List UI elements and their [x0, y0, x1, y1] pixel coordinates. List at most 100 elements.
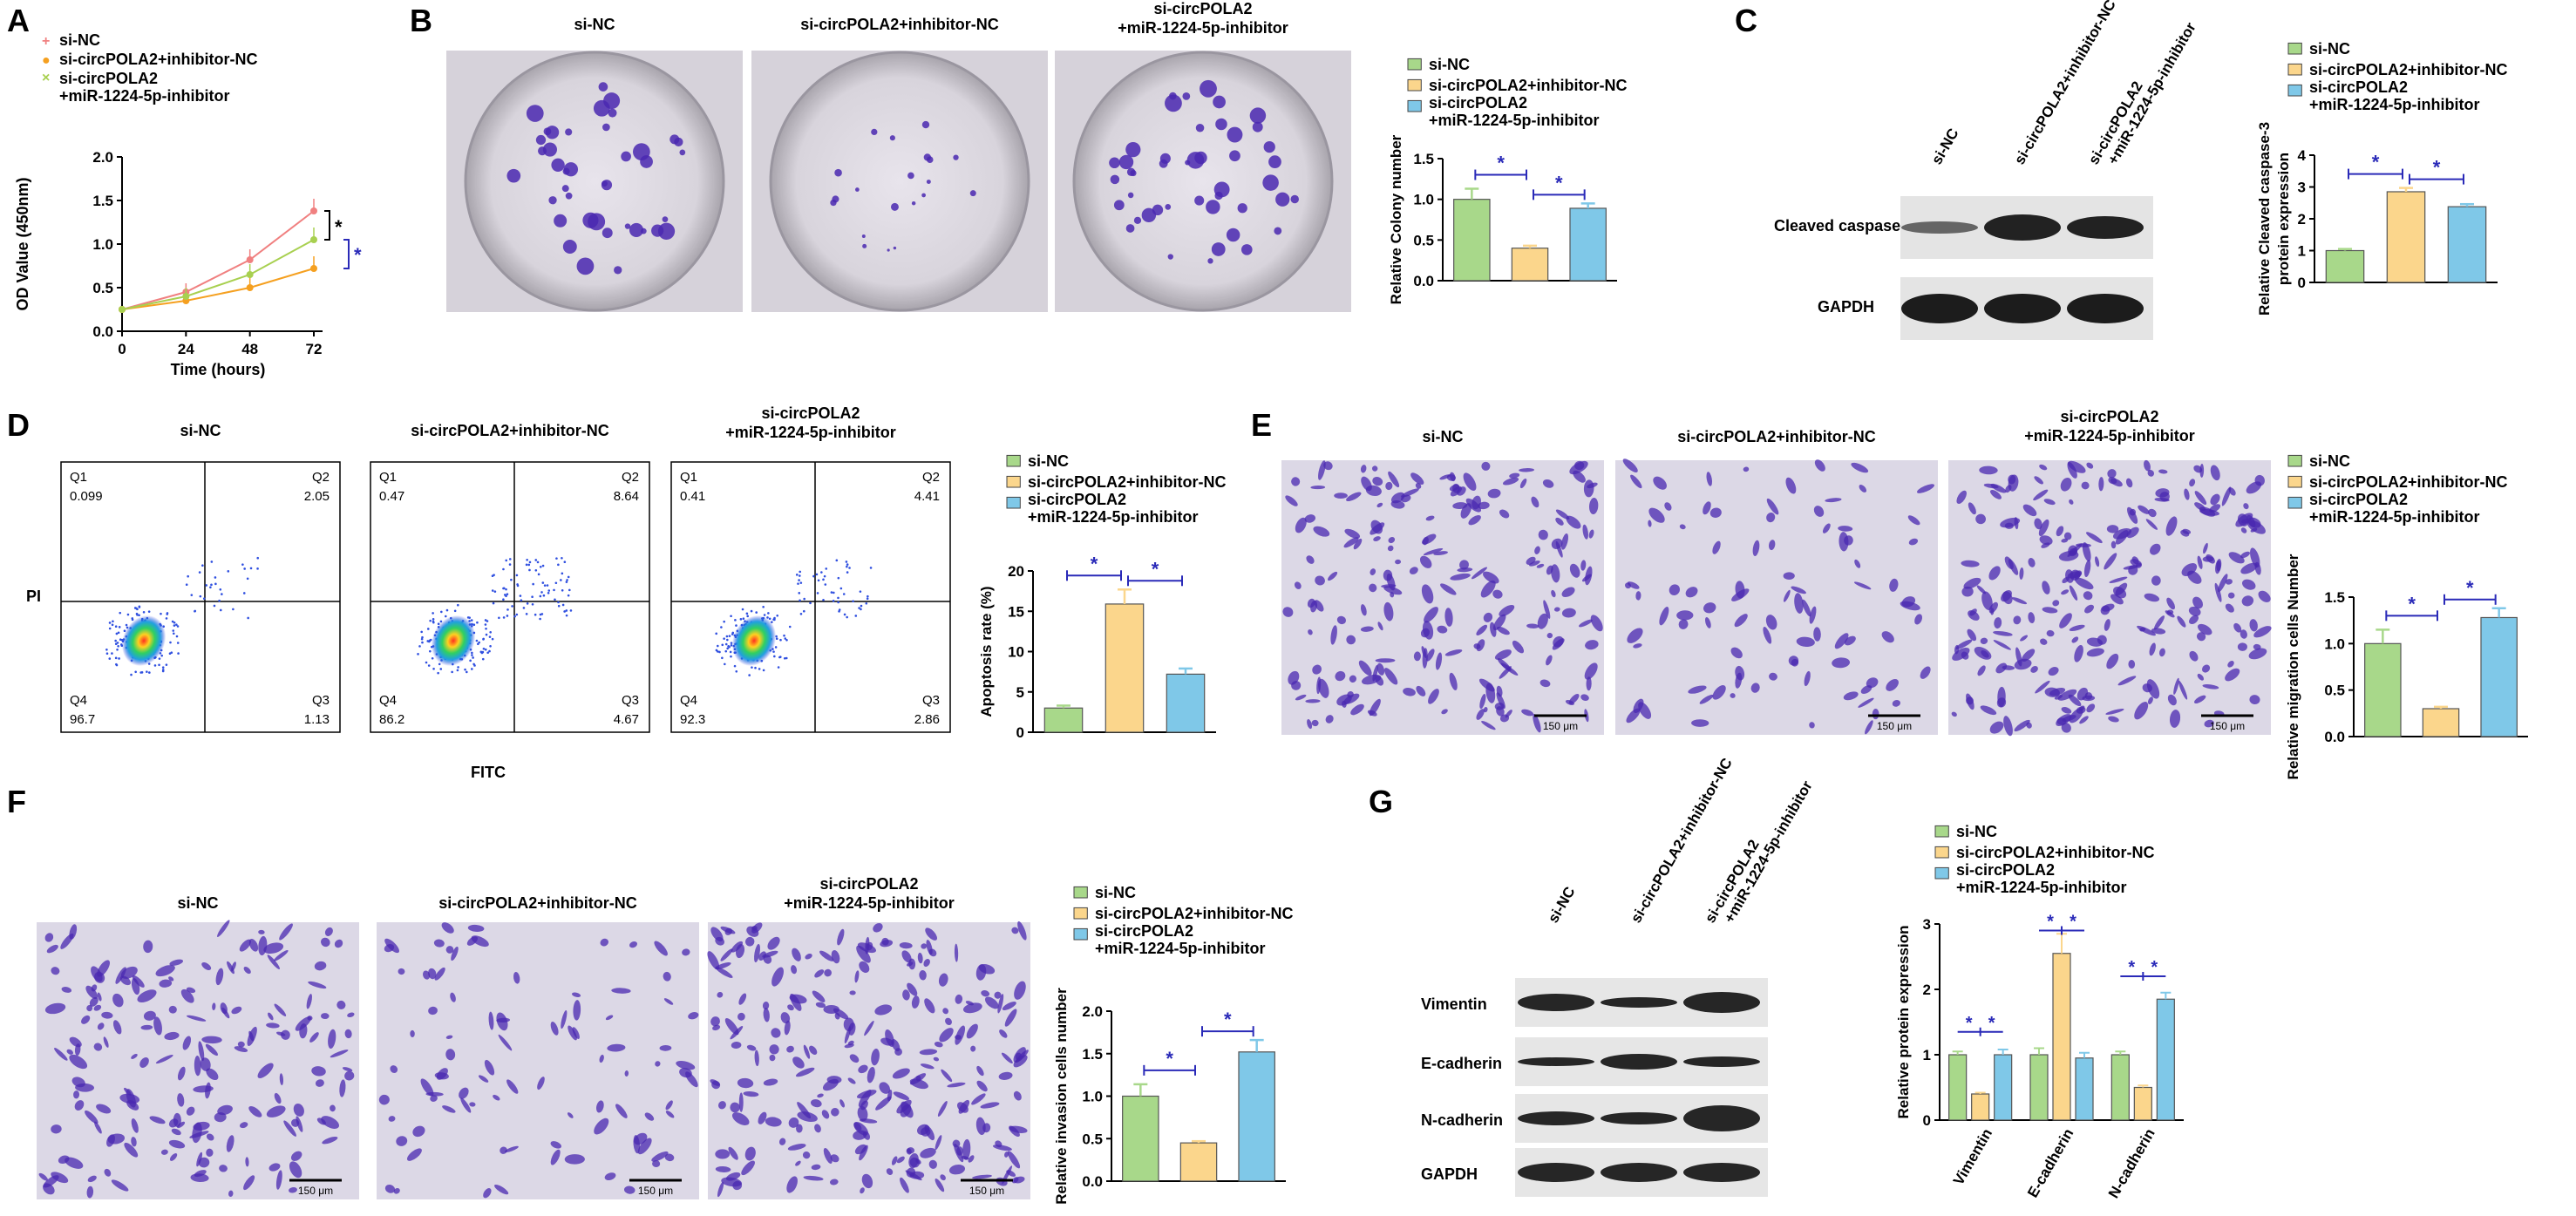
cell	[550, 1141, 561, 1149]
cell	[2069, 585, 2078, 601]
cell	[1346, 492, 1362, 502]
cell	[1361, 476, 1372, 492]
cell	[107, 1133, 126, 1145]
cell	[2126, 526, 2139, 539]
cell	[823, 1004, 839, 1014]
legend-entry: si-circPOLA2	[59, 70, 158, 87]
event	[542, 594, 546, 597]
cell	[2041, 542, 2050, 548]
event	[209, 586, 212, 589]
colony	[1226, 228, 1240, 242]
cell	[712, 1024, 721, 1031]
series-line	[121, 210, 315, 310]
cell	[935, 1135, 942, 1151]
cell	[69, 1036, 82, 1048]
cell	[1494, 649, 1512, 661]
cell	[1961, 560, 1980, 567]
cell	[217, 920, 230, 937]
bar	[1179, 1142, 1218, 1182]
event	[214, 576, 217, 579]
event	[799, 612, 803, 615]
event	[115, 632, 119, 635]
band-label: E-cadherin	[1421, 1055, 1502, 1072]
event	[526, 559, 528, 561]
cell	[339, 1079, 346, 1097]
cell	[1519, 478, 1527, 489]
cell	[1551, 538, 1563, 549]
cell	[634, 1132, 648, 1145]
colony	[601, 180, 613, 191]
cell	[805, 954, 812, 960]
cell	[924, 998, 935, 1014]
cell	[2158, 469, 2168, 474]
cell	[2216, 560, 2221, 572]
cell	[124, 1142, 139, 1158]
event	[733, 664, 737, 668]
cell	[854, 1144, 867, 1155]
event	[177, 652, 180, 655]
cell	[1369, 698, 1381, 717]
cell	[1997, 686, 2006, 708]
cell	[2082, 542, 2091, 562]
event	[486, 651, 489, 655]
cell	[1866, 677, 1879, 689]
cell	[2209, 504, 2221, 513]
event	[138, 605, 141, 608]
cell	[1579, 619, 1593, 628]
lane-label: +miR-1224-5p-inhibitor	[2104, 19, 2199, 167]
event	[158, 663, 160, 667]
cell	[965, 1001, 975, 1006]
cell	[956, 1146, 963, 1156]
event	[823, 574, 826, 578]
event	[816, 592, 819, 594]
cell	[186, 1106, 195, 1116]
sig-star: *	[1224, 1009, 1232, 1030]
cell	[1588, 498, 1599, 515]
cell	[1993, 640, 2011, 650]
event	[725, 635, 729, 638]
cell	[206, 1133, 214, 1141]
cell	[1416, 685, 1426, 696]
cell	[231, 961, 236, 972]
cell	[2125, 478, 2133, 488]
cell	[396, 1136, 408, 1146]
colony	[1274, 227, 1282, 235]
event	[243, 567, 246, 570]
cell	[513, 971, 520, 984]
quad-value: 4.41	[914, 489, 940, 504]
cell	[2061, 723, 2071, 733]
cell	[664, 1153, 675, 1162]
colony	[1118, 154, 1134, 170]
colony	[526, 105, 544, 122]
cell	[762, 950, 778, 958]
y-tick-label: 0.5	[92, 280, 113, 296]
colony	[969, 190, 976, 197]
colony	[893, 246, 897, 250]
event	[439, 668, 443, 670]
cell	[488, 1011, 494, 1030]
sig-star: *	[2408, 593, 2416, 615]
event	[484, 648, 487, 651]
y-tick-label: 1.5	[1082, 1046, 1103, 1063]
cell	[460, 1097, 472, 1113]
cell	[164, 1031, 180, 1041]
image-title: si-NC	[177, 894, 218, 912]
event	[731, 633, 734, 635]
cell	[451, 946, 459, 961]
event	[817, 579, 820, 582]
event	[126, 613, 130, 616]
cell	[1015, 1050, 1029, 1063]
cell	[1014, 981, 1026, 1000]
cell	[1858, 697, 1874, 708]
quad-value: 0.41	[680, 489, 705, 504]
image-title: si-circPOLA2+inhibitor-NC	[1677, 428, 1876, 445]
cell	[1889, 578, 1899, 592]
legend-entry: si-circPOLA2+inhibitor-NC	[59, 51, 258, 68]
y-tick-label: 1.0	[1413, 192, 1434, 208]
cell	[837, 928, 845, 946]
event	[214, 582, 217, 586]
cell	[2100, 605, 2110, 615]
cell	[93, 1043, 103, 1051]
cell	[307, 1016, 313, 1021]
